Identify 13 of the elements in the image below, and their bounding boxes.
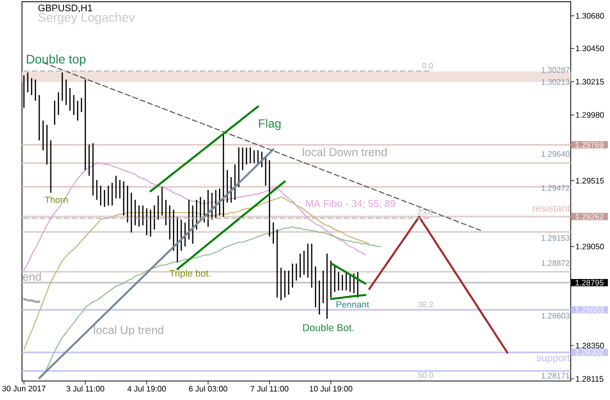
annotation: Flag xyxy=(259,118,281,130)
annotation: Thorn xyxy=(44,196,68,203)
annotation: resistant xyxy=(532,204,570,212)
annotation: end xyxy=(22,272,41,281)
annotation: Triple bot. xyxy=(170,270,210,279)
annotation: local Down trend xyxy=(302,148,387,156)
annotation: support xyxy=(536,354,570,364)
annotation: MA Fibo - 34; 55; 89 xyxy=(306,200,396,208)
annotation: Pennant xyxy=(336,301,370,308)
annotation: Double top xyxy=(26,54,86,66)
annotation: local Up trend xyxy=(94,326,164,336)
annotation: Double Bot. xyxy=(303,324,354,332)
chart-title: GBPUSD,H1 xyxy=(38,4,92,12)
